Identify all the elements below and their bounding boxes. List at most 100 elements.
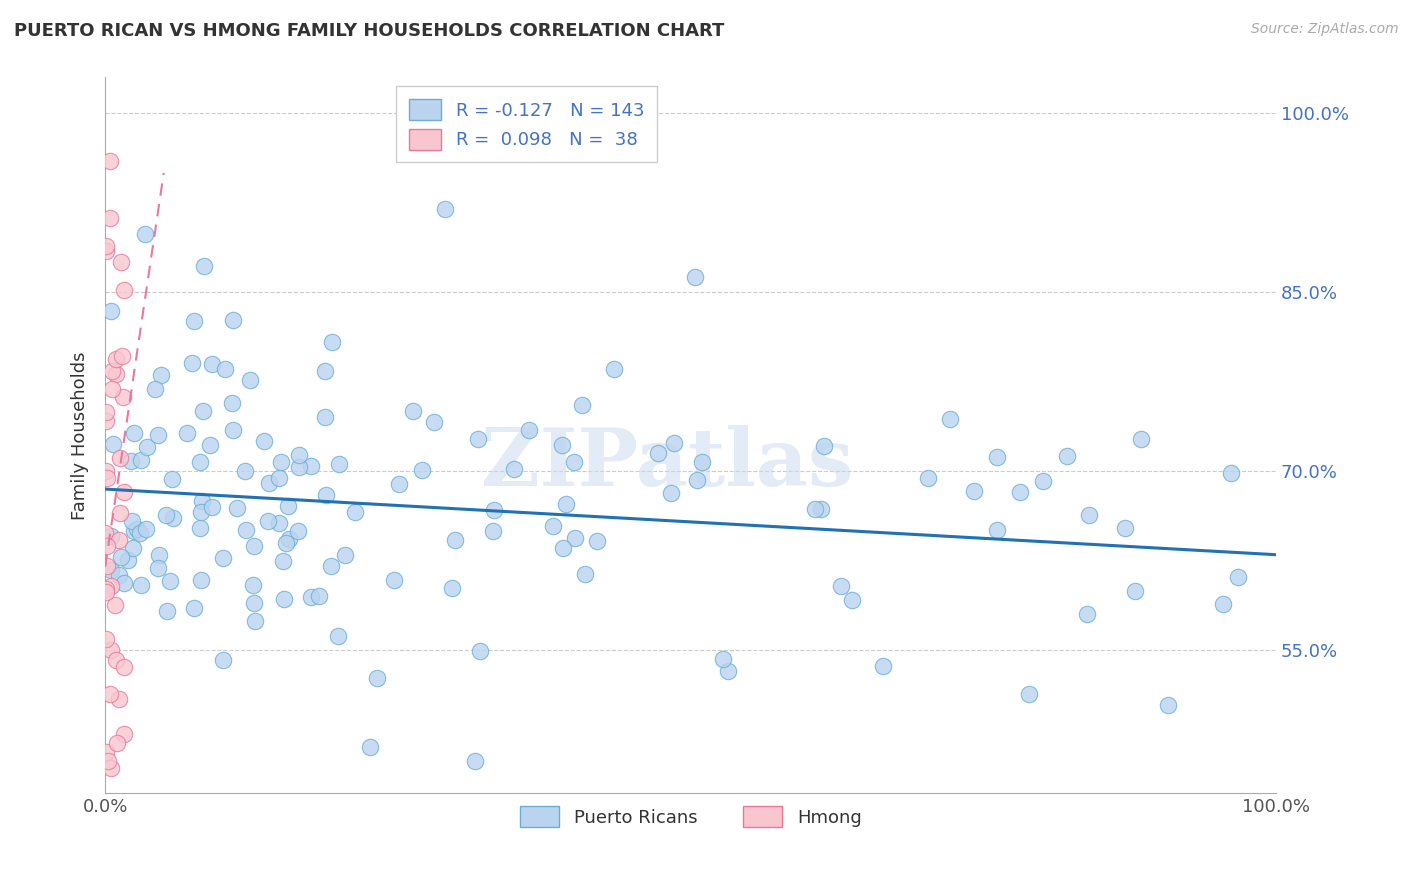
Point (104, 368, 127, 382)
Point (212, 551, 235, 566)
Point (939, 412, 962, 426)
Point (122, 425, 145, 440)
Point (112, 660, 135, 674)
Point (100, 579, 122, 593)
Point (344, 505, 367, 519)
Point (96, 559, 118, 574)
Point (1032, 474, 1054, 488)
Point (221, 396, 243, 410)
Point (287, 524, 309, 539)
Point (321, 335, 343, 350)
Point (235, 523, 257, 537)
Point (108, 692, 131, 706)
Point (94, 464, 117, 478)
Point (586, 534, 609, 549)
Point (541, 519, 564, 533)
Point (464, 754, 486, 768)
Point (121, 514, 143, 528)
Point (239, 372, 262, 386)
Point (481, 524, 503, 538)
Point (366, 671, 388, 685)
Point (127, 522, 149, 536)
Point (155, 508, 177, 523)
Point (94, 745, 117, 759)
Point (193, 260, 215, 274)
Point (100, 643, 122, 657)
Point (214, 361, 236, 376)
Point (104, 599, 127, 613)
Point (271, 554, 294, 568)
Text: ZIPatlas: ZIPatlas (481, 425, 853, 503)
Point (96, 585, 118, 599)
Point (277, 499, 299, 513)
Point (129, 525, 152, 540)
Point (148, 549, 170, 563)
Point (146, 561, 169, 575)
Point (176, 425, 198, 440)
Point (423, 415, 446, 429)
Point (105, 736, 128, 750)
Point (333, 548, 356, 562)
Point (517, 423, 540, 437)
Point (105, 351, 128, 366)
Point (711, 652, 734, 666)
Point (198, 438, 221, 452)
Point (121, 541, 143, 556)
Point (110, 254, 132, 268)
Point (551, 438, 574, 452)
Point (101, 382, 124, 396)
Point (112, 576, 135, 591)
Point (94, 525, 117, 540)
Point (270, 455, 292, 469)
Point (105, 653, 128, 667)
Point (315, 488, 337, 502)
Point (94, 582, 117, 596)
Point (388, 476, 411, 491)
Point (257, 475, 280, 490)
Point (274, 536, 297, 550)
Point (553, 541, 575, 555)
Point (1076, 607, 1098, 621)
Point (256, 514, 278, 528)
Point (159, 574, 181, 588)
Point (690, 455, 713, 469)
Point (108, 568, 131, 582)
Point (1077, 508, 1099, 522)
Y-axis label: Family Households: Family Households (72, 351, 89, 520)
Point (917, 471, 939, 485)
Point (647, 445, 669, 459)
Point (94, 413, 117, 427)
Point (110, 550, 132, 565)
Point (108, 450, 131, 465)
Point (267, 471, 290, 485)
Point (382, 573, 405, 587)
Point (1129, 432, 1152, 446)
Point (319, 559, 342, 574)
Point (1219, 466, 1241, 480)
Point (830, 579, 852, 593)
Point (288, 449, 311, 463)
Point (96, 244, 118, 258)
Point (440, 581, 463, 595)
Point (212, 653, 235, 667)
Point (245, 614, 267, 628)
Point (188, 455, 211, 469)
Point (1226, 570, 1249, 584)
Point (201, 500, 224, 515)
Point (571, 398, 593, 412)
Point (1018, 687, 1040, 701)
Point (221, 313, 243, 327)
Point (180, 356, 202, 370)
Point (803, 502, 825, 516)
Point (1157, 698, 1180, 712)
Point (287, 460, 309, 475)
Point (98, 687, 121, 701)
Point (243, 539, 266, 553)
Point (98, 153, 121, 168)
Point (603, 362, 626, 376)
Point (191, 493, 214, 508)
Point (411, 463, 433, 477)
Point (108, 506, 131, 520)
Point (96, 471, 118, 485)
Point (112, 283, 135, 297)
